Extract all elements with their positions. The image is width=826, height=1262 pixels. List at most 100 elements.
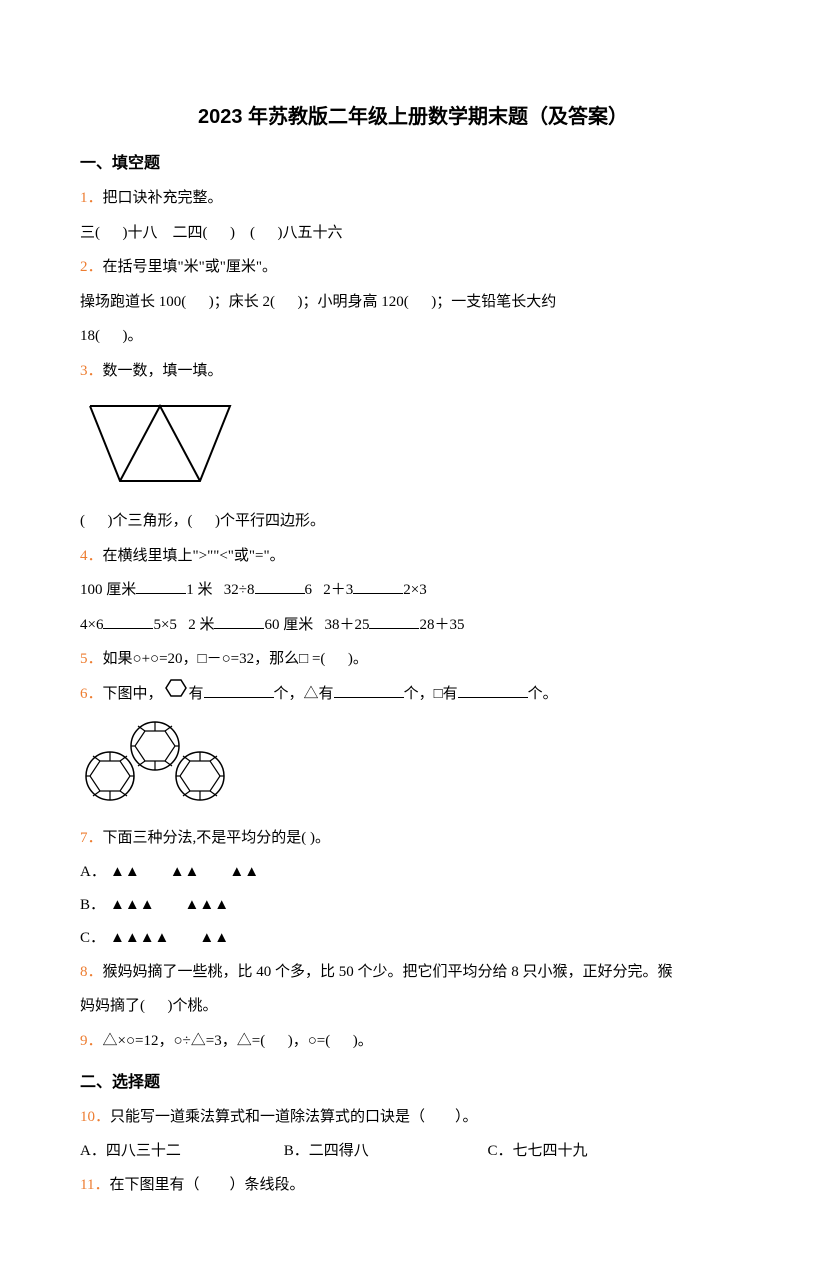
q2-line2: 操场跑道长 100( )；床长 2( )；小明身高 120( )；一支铅笔长大约 [80, 285, 746, 320]
blank[interactable] [369, 613, 419, 629]
blank[interactable] [103, 613, 153, 629]
q4-r1e: 2＋3 [323, 582, 353, 598]
q1-a: 三( [80, 225, 100, 241]
q2-a: 操场跑道长 100( [80, 294, 186, 310]
circles-shapes-icon [80, 716, 230, 811]
blank[interactable] [334, 682, 404, 698]
q2-b: )；床长 2( [209, 294, 275, 310]
blank[interactable] [458, 682, 528, 698]
q10-text: 只能写一道乘法算式和一道除法算式的口诀是（ ）。 [110, 1109, 478, 1125]
q7-optC: C．▲▲▲▲ ▲▲ [80, 922, 746, 955]
q7-optA: A．▲▲ ▲▲ ▲▲ [80, 856, 746, 889]
q4-r1a: 100 厘米 [80, 582, 136, 598]
q9-mid: )，○=( [288, 1033, 331, 1049]
q3: 3．数一数，填一填。 [80, 354, 746, 389]
q1-text: 把口诀补充完整。 [103, 190, 223, 206]
blank[interactable] [204, 682, 274, 698]
q8-l2b: )个桃。 [168, 998, 218, 1014]
opt-b-value: ▲▲▲ ▲▲▲ [110, 897, 229, 913]
opt-a-label: A． [80, 1143, 106, 1159]
q8-text: 猴妈妈摘了一些桃，比 40 个多，比 50 个少。把它们平均分给 8 只小猴，正… [103, 964, 673, 980]
blank[interactable] [353, 578, 403, 594]
opt-b-label: B． [80, 889, 110, 922]
section-1-header: 一、填空题 [80, 149, 746, 173]
q6-c: 个，△有 [274, 686, 334, 702]
q2-num: 2． [80, 259, 103, 275]
q1-f: )八五十六 [278, 225, 343, 241]
opt-c-value: 七七四十九 [513, 1143, 588, 1159]
q10-c: C．七七四十九 [488, 1135, 688, 1168]
q3-b: )个三角形，( [108, 513, 193, 529]
opt-a-value: ▲▲ ▲▲ ▲▲ [110, 864, 259, 880]
blank[interactable] [214, 613, 264, 629]
q4-row2: 4×65×5 2 米60 厘米 38＋2528＋35 [80, 608, 746, 643]
q6-figure [80, 716, 746, 816]
q9-tail: )。 [353, 1033, 373, 1049]
q2-d: )；一支铅笔长大约 [431, 294, 556, 310]
q9-text: △×○=12，○÷△=3，△=( [103, 1033, 266, 1049]
q4-r1c: 32÷8 [224, 582, 255, 598]
q4-r1b: 1 米 [186, 582, 212, 598]
opt-c-label: C． [488, 1143, 513, 1159]
q2-text: 在括号里填"米"或"厘米"。 [103, 259, 278, 275]
q4-r2d: 60 厘米 [264, 617, 313, 633]
q9: 9．△×○=12，○÷△=3，△=( )，○=( )。 [80, 1024, 746, 1059]
exam-title: 2023 年苏教版二年级上册数学期末题（及答案） [80, 100, 746, 129]
q2-f: )。 [123, 328, 143, 344]
q7: 7．下面三种分法,不是平均分的是( )。 [80, 821, 746, 856]
section-2-header: 二、选择题 [80, 1068, 746, 1092]
q8-num: 8． [80, 964, 103, 980]
q3-figure [80, 396, 746, 496]
q10-a: A．四八三十二 [80, 1135, 280, 1168]
q4-r1d: 6 [305, 582, 313, 598]
opt-a-label: A． [80, 856, 110, 889]
q6-e: 个。 [528, 686, 558, 702]
q9-num: 9． [80, 1033, 103, 1049]
q7-text: 下面三种分法,不是平均分的是( )。 [103, 830, 331, 846]
q8: 8．猴妈妈摘了一些桃，比 40 个多，比 50 个少。把它们平均分给 8 只小猴… [80, 955, 746, 990]
q3-text: 数一数，填一填。 [103, 363, 223, 379]
q1-b: )十八 [123, 225, 158, 241]
q3-line2: ( )个三角形，( )个平行四边形。 [80, 504, 746, 539]
q5: 5．如果○+○=20，□－○=32，那么□ =( )。 [80, 642, 746, 677]
q3-a: ( [80, 513, 85, 529]
q7-optB: B．▲▲▲ ▲▲▲ [80, 889, 746, 922]
page: 2023 年苏教版二年级上册数学期末题（及答案） 一、填空题 1．把口诀补充完整… [0, 0, 826, 1262]
q4: 4．在横线里填上">""<"或"="。 [80, 539, 746, 574]
q2-e: 18( [80, 328, 100, 344]
q1-num: 1． [80, 190, 103, 206]
q1-line2: 三( )十八 二四( ) ( )八五十六 [80, 216, 746, 251]
q6-a: 下图中， [103, 686, 163, 702]
q11-num: 11． [80, 1177, 109, 1193]
q4-r1f: 2×3 [403, 582, 426, 598]
q1-c: 二四( [173, 225, 208, 241]
q1-e: ( [250, 225, 255, 241]
q4-r2e: 38＋25 [324, 617, 369, 633]
q5-num: 5． [80, 651, 103, 667]
q8-line2: 妈妈摘了( )个桃。 [80, 989, 746, 1024]
opt-b-value: 二四得八 [309, 1143, 369, 1159]
q6-d: 个，□有 [404, 686, 458, 702]
q5-tail: )。 [348, 651, 368, 667]
q10: 10．只能写一道乘法算式和一道除法算式的口诀是（ ）。 [80, 1100, 746, 1135]
q7-num: 7． [80, 830, 103, 846]
q2: 2．在括号里填"米"或"厘米"。 [80, 250, 746, 285]
q6-b: 有 [189, 686, 204, 702]
q10-options: A．四八三十二 B．二四得八 C．七七四十九 [80, 1135, 746, 1168]
q2-line3: 18( )。 [80, 319, 746, 354]
q4-r2b: 5×5 [153, 617, 176, 633]
blank[interactable] [255, 578, 305, 594]
opt-a-value: 四八三十二 [106, 1143, 181, 1159]
q3-c: )个平行四边形。 [215, 513, 325, 529]
q4-r2c: 2 米 [188, 617, 214, 633]
hexagon-icon [165, 677, 187, 712]
q10-b: B．二四得八 [284, 1135, 484, 1168]
trapezoid-triangles-icon [80, 396, 240, 491]
q8-l2a: 妈妈摘了( [80, 998, 145, 1014]
q6: 6．下图中， 有 个，△有 个，□有 个。 [80, 677, 746, 712]
blank[interactable] [136, 578, 186, 594]
q11-text: 在下图里有（ ）条线段。 [109, 1177, 304, 1193]
q6-num: 6． [80, 686, 103, 702]
q3-num: 3． [80, 363, 103, 379]
opt-c-label: C． [80, 922, 110, 955]
